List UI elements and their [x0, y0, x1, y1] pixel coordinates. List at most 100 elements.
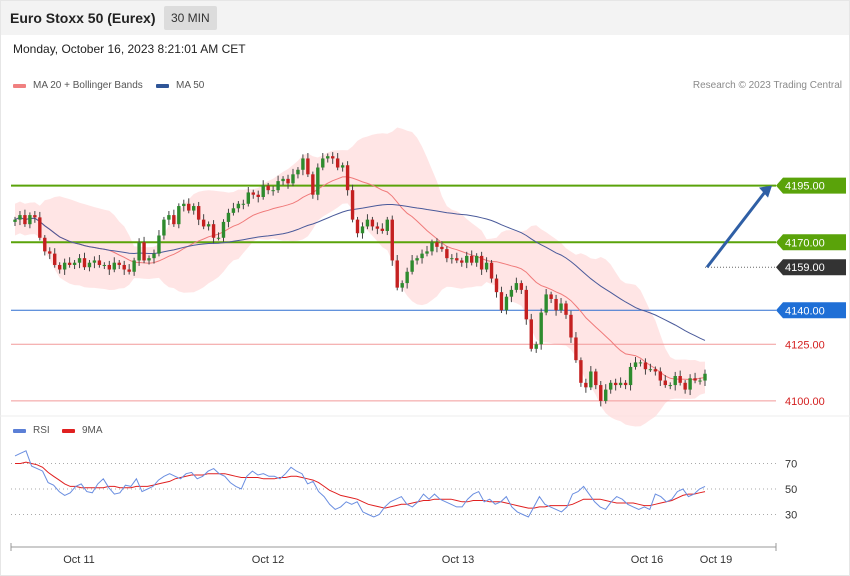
candle-body [584, 382, 588, 388]
candle-body [688, 378, 692, 390]
legend-rsi-label: RSI [33, 425, 50, 436]
candle-body [673, 376, 677, 386]
candle-body [157, 235, 161, 254]
candle-body [77, 258, 82, 263]
candle-body [266, 185, 270, 191]
candle-body [574, 337, 578, 361]
legend-rsi-ma9-label: 9MA [82, 425, 103, 436]
candle-body [18, 215, 22, 220]
candle-body [57, 264, 62, 270]
level-label-4195.00: 4195.00 [785, 181, 825, 193]
timeframe-button[interactable]: 30 MIN [164, 6, 217, 30]
candle-body [460, 260, 464, 263]
candle-body [648, 369, 653, 371]
rsi-ma9-line [15, 461, 706, 509]
candle-body [256, 194, 260, 197]
candle-body [102, 264, 107, 266]
candle-body [514, 283, 519, 290]
level-tag-4140.00 [776, 302, 846, 319]
legend-rsi: RSI [13, 425, 50, 436]
candle-body [360, 226, 365, 234]
candle-body [400, 283, 404, 288]
candle-body [569, 314, 573, 338]
candle-body [405, 271, 409, 284]
candle-body [504, 296, 509, 311]
candle-body [554, 298, 558, 311]
candle-body [474, 255, 479, 263]
candle-body [484, 262, 489, 270]
ma20-swatch [13, 83, 26, 88]
candle-body [335, 158, 340, 168]
candle-body [201, 219, 206, 227]
candle-body [211, 224, 216, 238]
candle-body [286, 178, 290, 184]
candle-body [509, 289, 514, 297]
candle-body [172, 215, 176, 225]
candle-body [425, 251, 429, 254]
candle-body [494, 278, 499, 293]
candle-body [430, 242, 434, 252]
candle-body [355, 219, 360, 234]
candle-body [296, 169, 300, 175]
candle-body [251, 192, 255, 195]
x-tick-label: Oct 12 [252, 554, 284, 566]
candle-body [564, 303, 568, 315]
candle-body [613, 382, 618, 386]
rsi-level-label-30: 30 [785, 510, 797, 522]
candle-body [380, 228, 385, 231]
level-tag-4159.00 [776, 259, 846, 276]
candle-body [415, 258, 419, 261]
candle-body [196, 206, 201, 220]
candle-body [489, 262, 494, 279]
level-label-4100.00: 4100.00 [785, 396, 825, 408]
candle-body [43, 237, 47, 252]
candle-body [703, 373, 707, 381]
candle-body [390, 219, 394, 261]
candle-body [529, 319, 533, 349]
candle-body [291, 174, 295, 184]
candle-body [375, 226, 380, 229]
candle-body [499, 292, 504, 311]
candle-body [132, 260, 136, 272]
candle-body [668, 385, 672, 387]
candle-body [127, 269, 131, 272]
timestamp: Monday, October 16, 2023 8:21:01 AM CET [13, 42, 246, 56]
candle-body [638, 362, 643, 364]
candle-body [152, 253, 156, 259]
candle-body [643, 362, 648, 370]
level-label-4140.00: 4140.00 [785, 305, 825, 317]
candle-body [87, 262, 92, 268]
candle-body [261, 185, 265, 197]
candle-body [92, 260, 97, 263]
candle-body [53, 253, 57, 265]
candle-body [589, 371, 593, 388]
candle-body [435, 242, 439, 247]
candle-body [192, 206, 196, 211]
candle-body [97, 260, 102, 265]
candle-body [23, 215, 27, 225]
x-tick-label: Oct 19 [700, 554, 732, 566]
candle-body [107, 264, 112, 270]
candle-body [117, 262, 121, 265]
candle-body [350, 190, 355, 220]
candle-body [445, 249, 449, 259]
projection-arrow-shaft [705, 189, 768, 269]
candle-body [177, 206, 181, 225]
candle-body [539, 312, 543, 345]
candle-body [395, 260, 399, 288]
candle-body [301, 158, 305, 170]
level-label-4159.00: 4159.00 [785, 262, 825, 274]
candle-body [33, 215, 37, 218]
rsi-swatch [13, 428, 26, 433]
candle-body [13, 219, 17, 222]
rsi-level-label-50: 50 [785, 484, 797, 496]
level-tag-4170.00 [776, 234, 846, 251]
x-tick-label: Oct 13 [442, 554, 474, 566]
candle-body [276, 181, 280, 191]
candle-body [519, 283, 524, 290]
candle-body [216, 237, 221, 239]
candle-body [340, 165, 345, 168]
projection-arrow-head [759, 185, 772, 198]
candle-body [226, 212, 231, 222]
